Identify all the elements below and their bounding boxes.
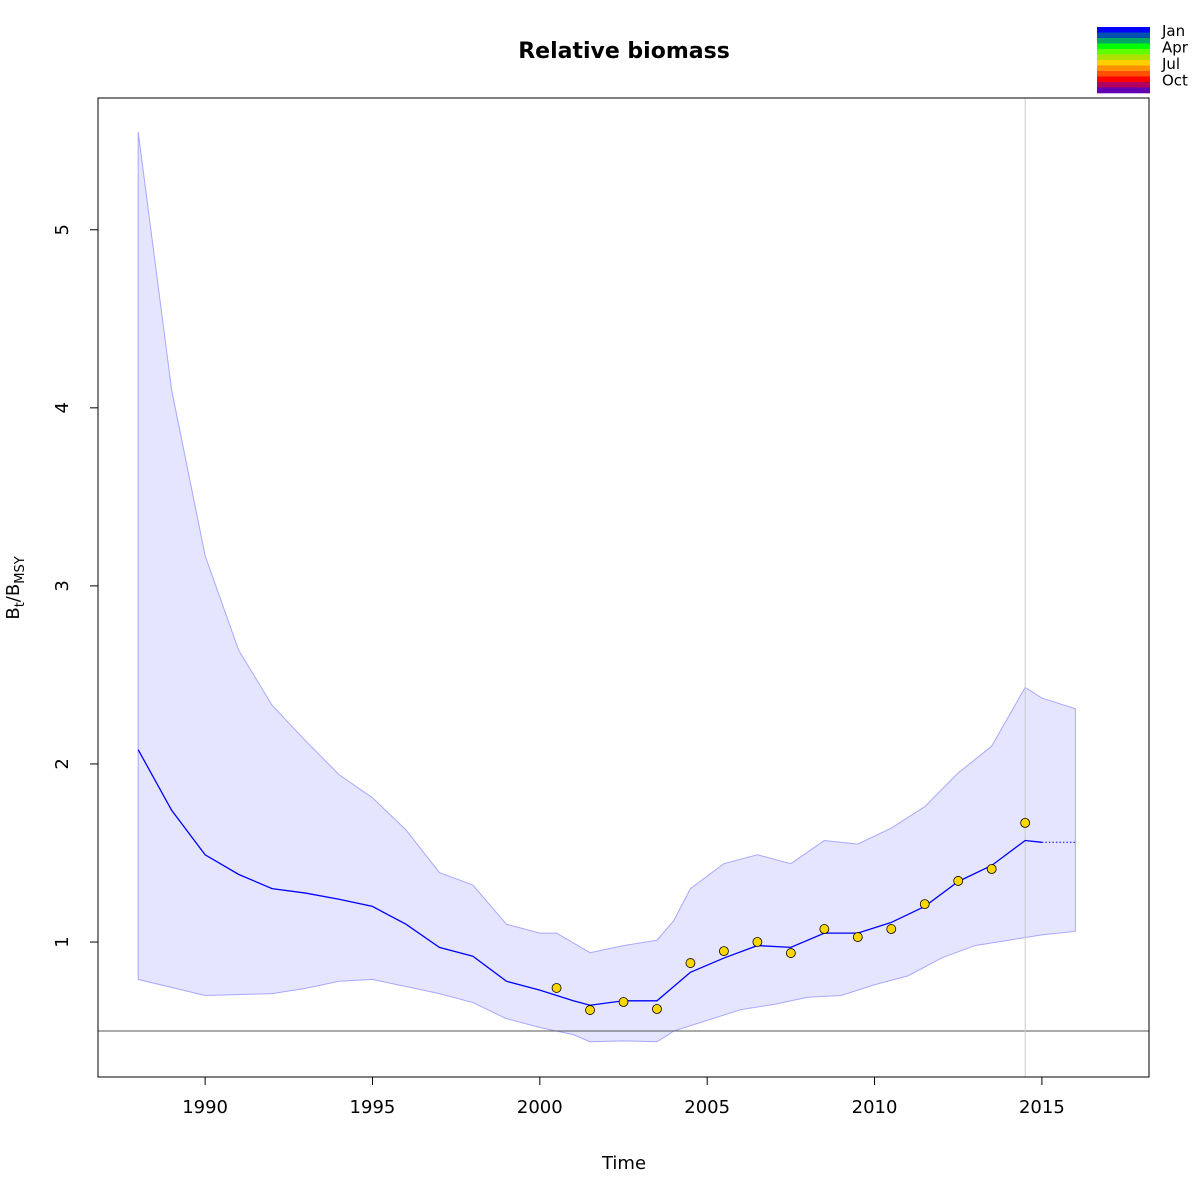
plot-area	[98, 98, 1149, 1077]
y-axis-label: Bt/BMSY	[3, 556, 28, 619]
legend-color-swatch	[1097, 71, 1150, 77]
x-tick-label: 2000	[517, 1097, 563, 1118]
legend-color-swatch	[1097, 27, 1150, 33]
x-tick-label: 1990	[182, 1097, 228, 1118]
observation-point	[953, 876, 964, 886]
legend-label: Jul	[1161, 55, 1180, 73]
x-axis: 1990 1995 2000 2005 2010 2015	[182, 1076, 1065, 1118]
observation-point	[719, 946, 729, 957]
x-tick-label: 2010	[852, 1097, 898, 1118]
confidence-band	[137, 131, 1076, 1043]
legend-color-swatch	[1097, 65, 1150, 72]
legend-color-swatch	[1097, 43, 1150, 50]
legend-color-swatch	[1097, 49, 1150, 55]
legend-label: Jan	[1161, 22, 1185, 40]
legend-color-swatch	[1097, 32, 1150, 39]
observation-point	[852, 932, 863, 942]
observation-point	[819, 924, 830, 934]
y-tick-label: 3	[52, 580, 73, 591]
observation-point	[919, 899, 930, 909]
observation-point	[752, 937, 763, 947]
observation-point	[886, 924, 897, 934]
observation-point	[585, 1005, 595, 1015]
observation-point	[551, 983, 562, 993]
observation-point	[618, 997, 629, 1007]
observation-point	[1020, 818, 1031, 828]
x-tick-label: 2015	[1019, 1097, 1065, 1118]
legend-color-swatch	[1097, 60, 1150, 66]
x-tick-label: 1995	[350, 1097, 396, 1118]
observation-point	[986, 864, 997, 874]
y-tick-label: 5	[52, 224, 73, 235]
observation-point	[652, 1004, 662, 1014]
legend-color-swatch	[1097, 38, 1150, 44]
x-axis-label: Time	[601, 1153, 646, 1174]
y-tick-label: 4	[52, 402, 73, 413]
legend-color-swatch	[1097, 82, 1150, 88]
legend-color-swatch	[1097, 87, 1150, 94]
observation-point	[785, 948, 796, 958]
y-tick-label: 2	[52, 758, 73, 769]
chart-title: Relative biomass	[518, 39, 730, 64]
y-tick-label: 1	[52, 936, 73, 947]
legend-label: Oct	[1162, 72, 1188, 90]
legend-color-swatch	[1097, 76, 1150, 83]
observation-point	[685, 958, 696, 968]
legend-color-swatch	[1097, 54, 1150, 61]
x-tick-label: 2005	[684, 1097, 730, 1118]
legend-label: Apr	[1162, 39, 1189, 57]
y-axis: 1 2 3 4 5	[52, 224, 98, 948]
